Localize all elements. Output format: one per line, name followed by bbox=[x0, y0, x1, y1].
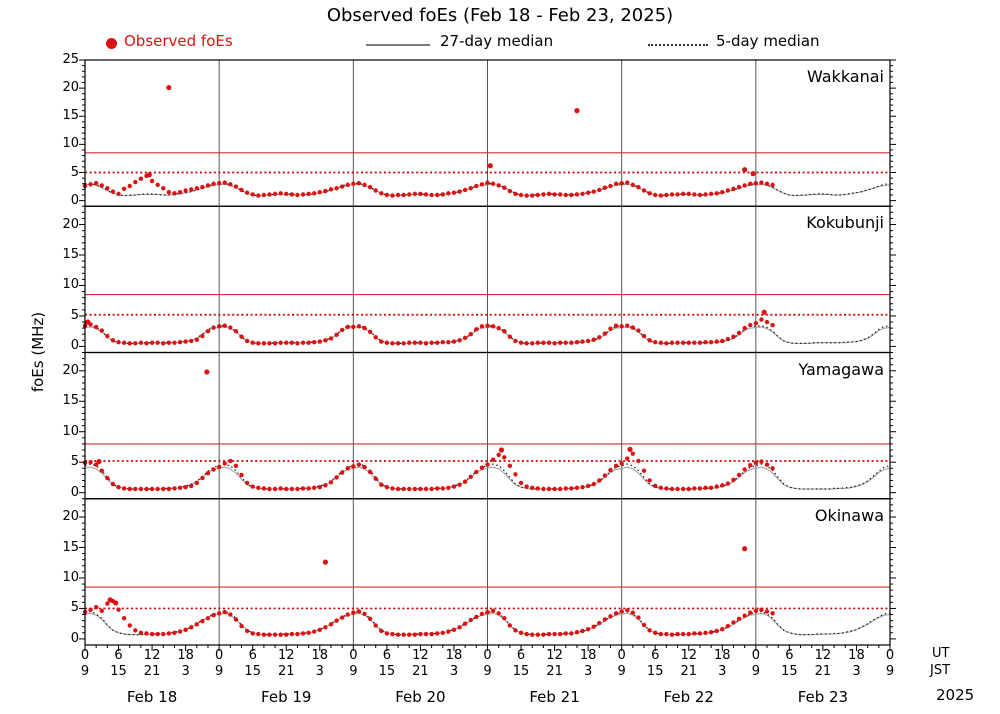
y-tick-label: 5 bbox=[70, 164, 79, 180]
x-tick-ut: 0 bbox=[751, 648, 760, 663]
y-tick-label: 20 bbox=[62, 509, 79, 525]
chart-title: Observed foEs (Feb 18 - Feb 23, 2025) bbox=[326, 5, 674, 26]
x-tick-ut: 0 bbox=[349, 648, 358, 663]
x-tick-ut: 6 bbox=[516, 648, 526, 663]
x-tick-jst: 21 bbox=[412, 664, 429, 679]
x-tick-jst: 15 bbox=[781, 664, 798, 679]
y-axis-title: foEs (MHz) bbox=[29, 311, 47, 393]
x-tick-ut: 12 bbox=[277, 648, 295, 663]
x-tick-ut: 0 bbox=[617, 648, 626, 663]
x-tick-ut: 18 bbox=[311, 648, 329, 663]
day-label: Feb 22 bbox=[663, 688, 714, 706]
x-tick-jst: 3 bbox=[718, 664, 727, 679]
legend-observed-label: Observed foEs bbox=[124, 32, 233, 50]
station-label: Wakkanai bbox=[806, 67, 884, 86]
day-label: Feb 19 bbox=[261, 688, 312, 706]
day-label: Feb 18 bbox=[126, 688, 178, 706]
x-tick-jst: 15 bbox=[378, 664, 396, 679]
x-tick-jst: 15 bbox=[110, 664, 127, 679]
x-tick-ut: 6 bbox=[651, 648, 660, 663]
y-tick-label: 5 bbox=[70, 600, 79, 616]
x-tick-ut: 12 bbox=[546, 648, 563, 663]
y-tick-label: 0 bbox=[70, 192, 79, 208]
x-tick-ut: 18 bbox=[579, 648, 597, 663]
x-tick-jst: 9 bbox=[885, 664, 895, 679]
y-tick-label: 0 bbox=[70, 338, 79, 354]
x-tick-ut: 18 bbox=[445, 648, 463, 663]
median5-line-icon bbox=[648, 44, 708, 46]
x-tick-jst: 21 bbox=[680, 664, 698, 679]
x-tick-jst: 3 bbox=[315, 664, 324, 679]
x-tick-jst: 3 bbox=[449, 664, 459, 679]
x-tick-jst: 21 bbox=[143, 664, 161, 679]
x-tick-ut: 0 bbox=[215, 648, 224, 663]
x-tick-jst: 9 bbox=[751, 664, 760, 679]
x-tick-jst: 15 bbox=[244, 664, 261, 679]
x-tick-ut: 18 bbox=[848, 648, 865, 663]
y-tick-label: 15 bbox=[62, 108, 79, 124]
y-tick-label: 20 bbox=[62, 80, 79, 96]
station-label: Yamagawa bbox=[798, 359, 884, 379]
observed-dot-icon bbox=[106, 38, 117, 49]
x-tick-ut: 6 bbox=[382, 648, 392, 663]
x-tick-jst: 21 bbox=[814, 664, 832, 679]
x-tick-jst: 21 bbox=[277, 664, 295, 679]
x-tick-ut: 6 bbox=[248, 648, 257, 663]
legend-median5-label: 5-day median bbox=[716, 32, 820, 50]
x-tick-jst: 15 bbox=[512, 664, 530, 679]
x-tick-jst: 3 bbox=[181, 664, 190, 679]
jst-axis-label: JST bbox=[930, 663, 951, 678]
x-tick-jst: 9 bbox=[215, 664, 224, 679]
y-tick-label: 20 bbox=[62, 362, 79, 378]
y-tick-label: 10 bbox=[62, 136, 79, 152]
y-tick-label: 15 bbox=[62, 393, 79, 409]
x-tick-ut: 0 bbox=[885, 648, 895, 663]
x-tick-jst: 21 bbox=[546, 664, 563, 679]
legend-median27-label: 27-day median bbox=[440, 32, 554, 50]
x-tick-ut: 6 bbox=[785, 648, 794, 663]
x-tick-jst: 9 bbox=[617, 664, 626, 679]
x-tick-ut: 12 bbox=[143, 648, 161, 663]
y-tick-label: 25 bbox=[62, 52, 79, 67]
ut-axis-label: UT bbox=[932, 646, 950, 661]
x-tick-ut: 12 bbox=[680, 648, 698, 663]
y-tick-label: 0 bbox=[70, 630, 79, 646]
y-tick-label: 15 bbox=[62, 539, 79, 555]
x-tick-jst: 9 bbox=[483, 664, 492, 679]
day-label: Feb 20 bbox=[395, 688, 446, 706]
day-label: Feb 23 bbox=[797, 688, 849, 706]
station-label: Kokubunji bbox=[806, 213, 884, 233]
x-tick-jst: 3 bbox=[852, 664, 861, 679]
y-tick-label: 0 bbox=[70, 484, 79, 500]
x-tick-jst: 9 bbox=[349, 664, 358, 679]
x-tick-ut: 18 bbox=[177, 648, 194, 663]
x-tick-jst: 9 bbox=[80, 664, 90, 679]
x-tick-ut: 12 bbox=[814, 648, 832, 663]
y-tick-label: 20 bbox=[62, 216, 79, 232]
x-tick-jst: 15 bbox=[646, 664, 664, 679]
y-tick-label: 10 bbox=[62, 569, 79, 585]
y-tick-label: 15 bbox=[62, 247, 79, 262]
y-tick-label: 5 bbox=[70, 307, 79, 323]
median27-line-icon bbox=[366, 44, 430, 46]
station-label: Okinawa bbox=[814, 505, 884, 525]
x-tick-ut: 0 bbox=[483, 648, 492, 663]
x-tick-jst: 3 bbox=[583, 664, 593, 679]
y-tick-label: 10 bbox=[62, 277, 79, 293]
x-tick-ut: 12 bbox=[412, 648, 429, 663]
x-tick-ut: 6 bbox=[114, 648, 123, 663]
y-tick-label: 5 bbox=[70, 454, 79, 470]
x-tick-ut: 0 bbox=[80, 648, 90, 663]
y-tick-label: 10 bbox=[62, 423, 79, 439]
day-label: Feb 21 bbox=[529, 688, 580, 706]
x-tick-ut: 18 bbox=[714, 648, 731, 663]
year-label: 2025 bbox=[936, 686, 975, 704]
